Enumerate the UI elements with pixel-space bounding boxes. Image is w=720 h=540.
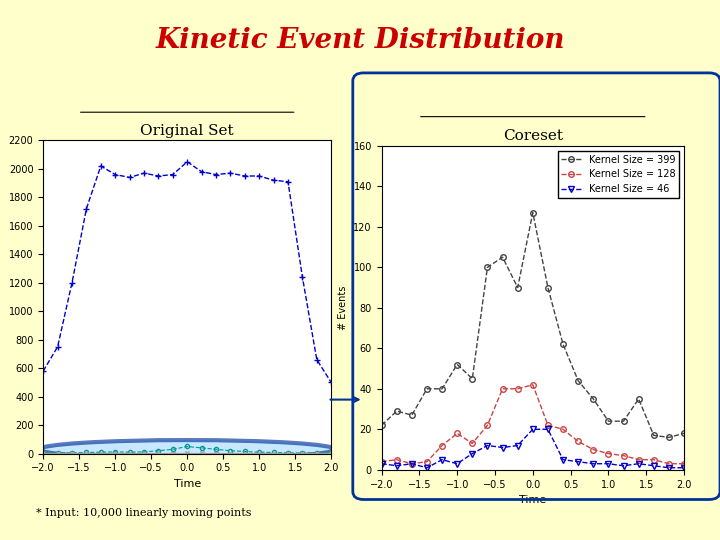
Kernel Size = 399 (377, 422, 386, 429)
Title: Original Set: Original Set (140, 124, 234, 138)
Text: Kinetic Event Distribution: Kinetic Event Distribution (156, 27, 564, 54)
Kernel Size = 46 (453, 461, 462, 467)
Kernel Size = 399 (665, 434, 673, 441)
Kernel Size = 399 (559, 341, 567, 348)
X-axis label: Time: Time (174, 479, 201, 489)
Kernel Size = 399 (574, 377, 582, 384)
Line: Kernel Size = 399: Kernel Size = 399 (379, 210, 687, 440)
X-axis label: Time: Time (519, 495, 546, 505)
Y-axis label: # Events: # Events (338, 286, 348, 330)
Kernel Size = 399 (528, 210, 537, 216)
Kernel Size = 46 (392, 462, 401, 469)
Kernel Size = 46 (665, 464, 673, 471)
Kernel Size = 46 (423, 464, 431, 471)
Kernel Size = 128 (438, 442, 446, 449)
Kernel Size = 128 (619, 453, 628, 459)
Kernel Size = 46 (438, 456, 446, 463)
Kernel Size = 46 (589, 461, 598, 467)
Kernel Size = 128 (589, 446, 598, 453)
Kernel Size = 128 (498, 386, 507, 392)
Kernel Size = 128 (604, 450, 613, 457)
Line: Kernel Size = 128: Kernel Size = 128 (379, 382, 687, 467)
Kernel Size = 399 (438, 386, 446, 392)
Kernel Size = 46 (604, 461, 613, 467)
Legend: Kernel Size = 399, Kernel Size = 128, Kernel Size = 46: Kernel Size = 399, Kernel Size = 128, Ke… (557, 151, 679, 198)
Kernel Size = 128 (392, 456, 401, 463)
Kernel Size = 128 (423, 458, 431, 465)
Kernel Size = 399 (634, 396, 643, 402)
Kernel Size = 128 (453, 430, 462, 436)
Kernel Size = 46 (634, 461, 643, 467)
Kernel Size = 399 (483, 264, 492, 271)
Kernel Size = 46 (498, 444, 507, 451)
Kernel Size = 128 (559, 426, 567, 433)
Kernel Size = 128 (513, 386, 522, 392)
Kernel Size = 399 (649, 432, 658, 438)
Ellipse shape (40, 440, 335, 458)
Kernel Size = 128 (649, 456, 658, 463)
Kernel Size = 399 (619, 418, 628, 424)
Kernel Size = 46 (649, 462, 658, 469)
Title: Coreset: Coreset (503, 129, 563, 143)
Kernel Size = 399 (498, 254, 507, 260)
Kernel Size = 128 (408, 461, 416, 467)
Kernel Size = 399 (544, 284, 552, 291)
Kernel Size = 46 (619, 462, 628, 469)
Kernel Size = 399 (589, 396, 598, 402)
Kernel Size = 46 (408, 461, 416, 467)
Kernel Size = 46 (483, 442, 492, 449)
Kernel Size = 399 (453, 361, 462, 368)
Kernel Size = 46 (377, 461, 386, 467)
Kernel Size = 128 (574, 438, 582, 445)
Kernel Size = 46 (574, 458, 582, 465)
Kernel Size = 46 (468, 450, 477, 457)
Kernel Size = 128 (468, 440, 477, 447)
Kernel Size = 399 (468, 375, 477, 382)
Kernel Size = 46 (513, 442, 522, 449)
Kernel Size = 399 (408, 412, 416, 418)
Kernel Size = 46 (528, 426, 537, 433)
Kernel Size = 128 (680, 461, 688, 467)
Kernel Size = 128 (483, 422, 492, 429)
Y-axis label: # Events: # Events (0, 275, 3, 319)
Text: * Input: 10,000 linearly moving points: * Input: 10,000 linearly moving points (36, 508, 251, 518)
Kernel Size = 128 (665, 461, 673, 467)
Kernel Size = 46 (544, 426, 552, 433)
Kernel Size = 399 (392, 408, 401, 414)
Kernel Size = 128 (528, 381, 537, 388)
Kernel Size = 399 (423, 386, 431, 392)
Kernel Size = 399 (680, 430, 688, 436)
Kernel Size = 399 (513, 284, 522, 291)
Kernel Size = 128 (544, 422, 552, 429)
Kernel Size = 46 (559, 456, 567, 463)
Kernel Size = 128 (634, 456, 643, 463)
Line: Kernel Size = 46: Kernel Size = 46 (379, 427, 687, 470)
Kernel Size = 128 (377, 458, 386, 465)
Kernel Size = 46 (680, 464, 688, 471)
Kernel Size = 399 (604, 418, 613, 424)
